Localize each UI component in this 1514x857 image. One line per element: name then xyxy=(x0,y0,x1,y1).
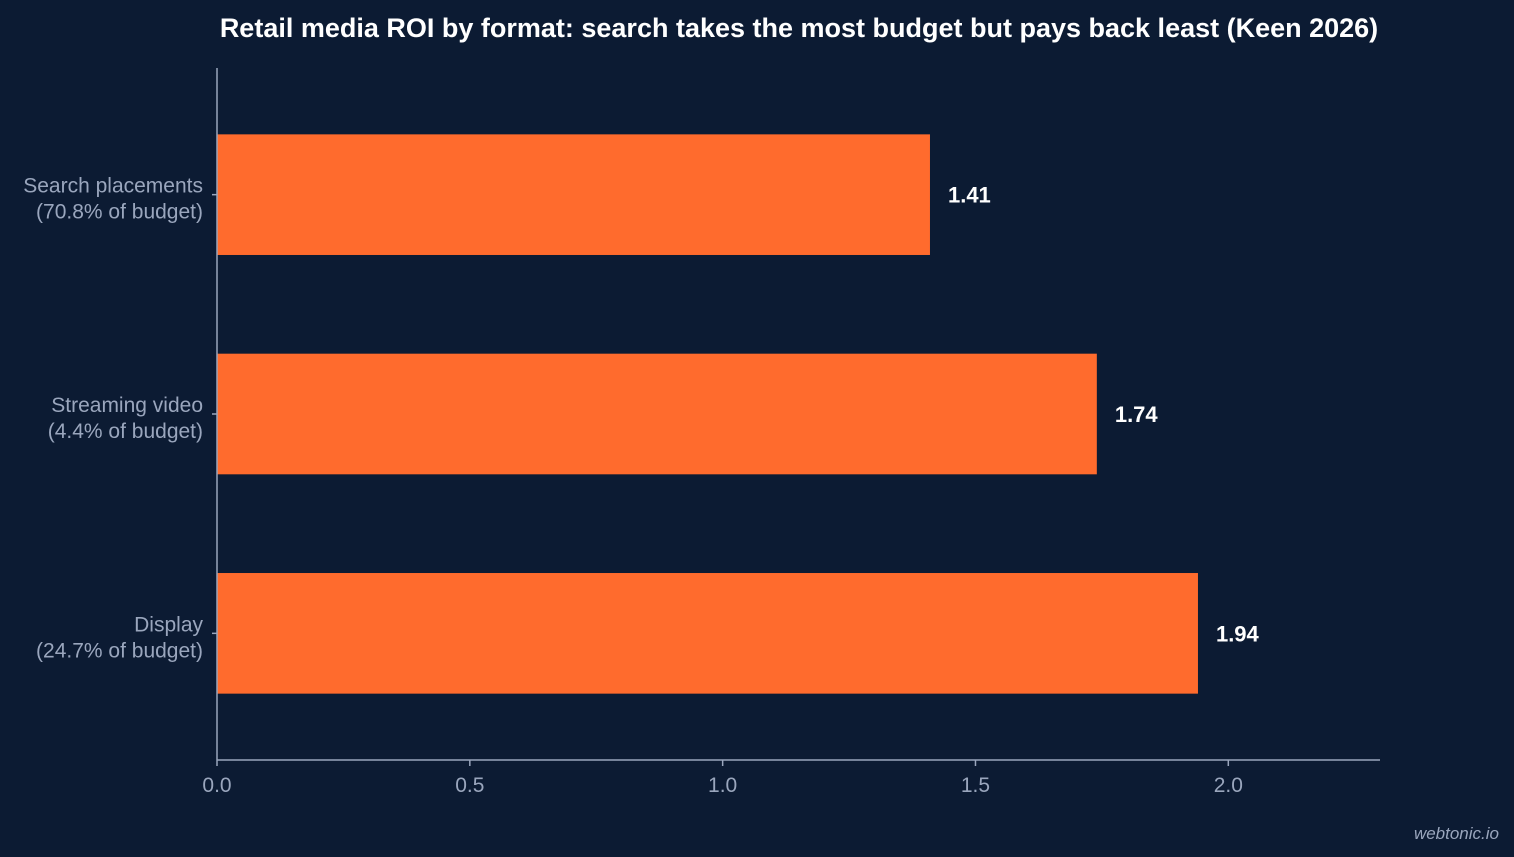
bar-search-placements xyxy=(217,134,930,255)
bars-group xyxy=(217,134,1198,694)
value-label-display: 1.94 xyxy=(1216,621,1260,646)
x-tick-label-4: 2.0 xyxy=(1214,774,1243,797)
category-sublabel-search-placements: (70.8% of budget) xyxy=(36,201,203,224)
category-label-display: Display xyxy=(134,613,203,636)
watermark: webtonic.io xyxy=(1414,824,1499,843)
value-label-search-placements: 1.41 xyxy=(948,183,991,208)
bar-display xyxy=(217,573,1198,694)
x-tick-label-1: 0.5 xyxy=(455,774,484,797)
x-tick-label-2: 1.0 xyxy=(708,774,737,797)
x-tick-label-0: 0.0 xyxy=(202,774,231,797)
category-sublabel-display: (24.7% of budget) xyxy=(36,639,203,662)
value-label-streaming-video: 1.74 xyxy=(1115,402,1159,427)
chart-title: Retail media ROI by format: search takes… xyxy=(220,13,1378,43)
value-labels-group: 1.41 1.74 1.94 xyxy=(948,183,1260,647)
bar-streaming-video xyxy=(217,353,1097,475)
category-label-streaming-video: Streaming video xyxy=(51,394,203,417)
category-sublabel-streaming-video: (4.4% of budget) xyxy=(48,420,203,443)
y-axis: Search placements (70.8% of budget) Stream… xyxy=(23,68,218,760)
x-axis: 0.0 0.5 1.0 1.5 2.0 xyxy=(202,759,1380,797)
x-tick-label-3: 1.5 xyxy=(961,774,990,797)
category-label-search-placements: Search placements xyxy=(23,175,203,198)
